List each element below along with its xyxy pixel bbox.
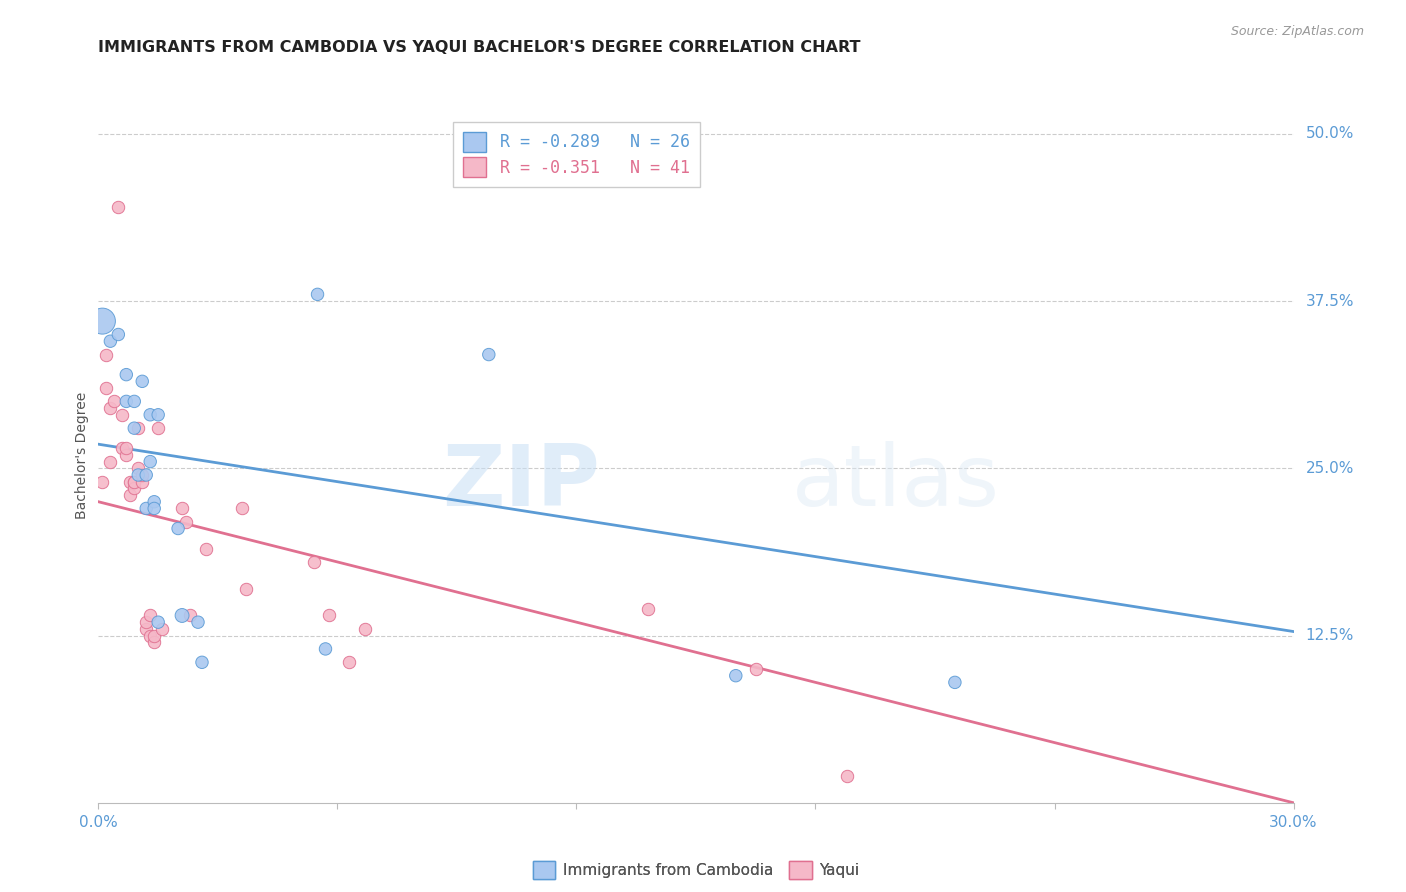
Point bbox=[167, 521, 190, 535]
Point bbox=[194, 541, 218, 556]
Point bbox=[724, 669, 747, 683]
Point bbox=[98, 334, 122, 349]
Point bbox=[135, 468, 157, 483]
Point bbox=[139, 455, 162, 469]
Point bbox=[135, 501, 157, 516]
Point bbox=[143, 494, 166, 508]
Text: IMMIGRANTS FROM CAMBODIA VS YAQUI BACHELOR'S DEGREE CORRELATION CHART: IMMIGRANTS FROM CAMBODIA VS YAQUI BACHEL… bbox=[98, 40, 860, 55]
Point bbox=[135, 615, 157, 630]
Point bbox=[139, 628, 162, 642]
Point bbox=[179, 608, 201, 623]
Point bbox=[231, 501, 253, 516]
Point bbox=[98, 455, 122, 469]
Point bbox=[143, 628, 166, 642]
Point bbox=[111, 408, 134, 422]
Point bbox=[115, 368, 138, 382]
Point bbox=[315, 642, 337, 657]
Point bbox=[111, 442, 134, 456]
Text: ZIP: ZIP bbox=[443, 442, 600, 524]
Point bbox=[307, 287, 329, 301]
Point bbox=[148, 615, 170, 630]
Legend: Immigrants from Cambodia, Yaqui: Immigrants from Cambodia, Yaqui bbox=[526, 855, 866, 886]
Point bbox=[120, 488, 142, 502]
Point bbox=[131, 375, 153, 389]
Point bbox=[127, 461, 149, 475]
Point bbox=[637, 602, 659, 616]
Point bbox=[139, 608, 162, 623]
Point bbox=[98, 401, 122, 416]
Point bbox=[115, 394, 138, 409]
Y-axis label: Bachelor's Degree: Bachelor's Degree bbox=[76, 392, 90, 518]
Point bbox=[143, 635, 166, 649]
Point bbox=[139, 408, 162, 422]
Point bbox=[131, 468, 153, 483]
Point bbox=[478, 348, 501, 362]
Point bbox=[187, 615, 209, 630]
Point bbox=[174, 515, 197, 529]
Point bbox=[91, 314, 114, 328]
Point bbox=[302, 555, 325, 569]
Point bbox=[172, 501, 194, 516]
Point bbox=[96, 381, 118, 395]
Text: 12.5%: 12.5% bbox=[1305, 628, 1354, 643]
Text: 50.0%: 50.0% bbox=[1305, 127, 1354, 141]
Point bbox=[191, 655, 214, 669]
Point bbox=[107, 201, 129, 215]
Point bbox=[124, 475, 146, 489]
Point bbox=[115, 442, 138, 456]
Text: 37.5%: 37.5% bbox=[1305, 293, 1354, 309]
Point bbox=[318, 608, 340, 623]
Point bbox=[148, 421, 170, 435]
Point bbox=[107, 327, 129, 342]
Point bbox=[131, 475, 153, 489]
Point bbox=[143, 501, 166, 516]
Point bbox=[124, 482, 146, 496]
Point bbox=[837, 769, 859, 783]
Point bbox=[172, 608, 194, 623]
Point bbox=[96, 348, 118, 362]
Text: Source: ZipAtlas.com: Source: ZipAtlas.com bbox=[1230, 25, 1364, 38]
Point bbox=[124, 421, 146, 435]
Point bbox=[103, 394, 125, 409]
Text: 25.0%: 25.0% bbox=[1305, 461, 1354, 475]
Point bbox=[745, 662, 768, 676]
Point bbox=[150, 622, 173, 636]
Point bbox=[354, 622, 377, 636]
Point bbox=[148, 408, 170, 422]
Point bbox=[339, 655, 360, 669]
Point bbox=[91, 475, 114, 489]
Point bbox=[235, 582, 257, 596]
Point bbox=[124, 394, 146, 409]
Point bbox=[135, 622, 157, 636]
Point bbox=[120, 475, 142, 489]
Point bbox=[943, 675, 966, 690]
Point bbox=[127, 468, 149, 483]
Text: atlas: atlas bbox=[792, 442, 1000, 524]
Point bbox=[124, 475, 146, 489]
Point bbox=[127, 421, 149, 435]
Point bbox=[115, 448, 138, 462]
